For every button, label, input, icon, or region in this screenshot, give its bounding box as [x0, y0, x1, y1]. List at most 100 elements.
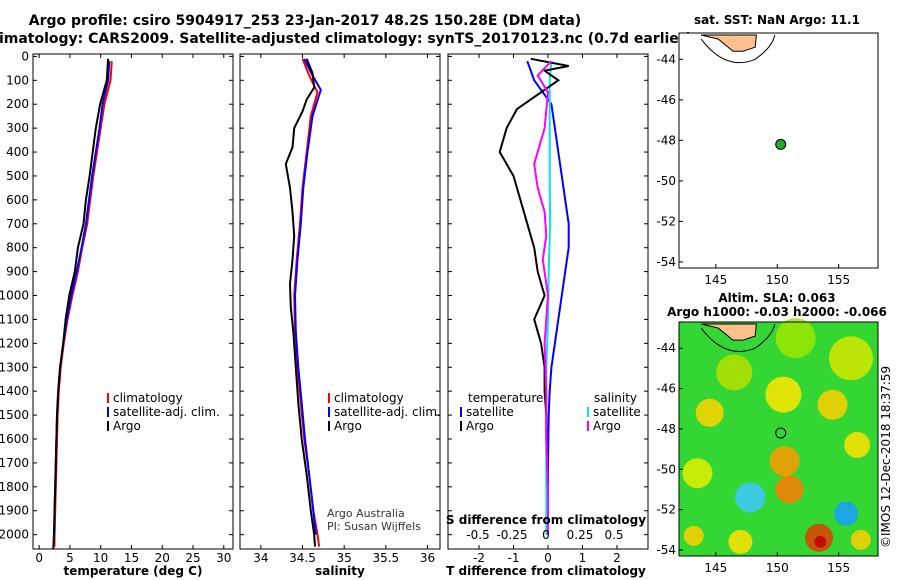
- sla-sla-field: [679, 318, 878, 556]
- temp-legend-label: satellite-adj. clim.: [113, 405, 220, 419]
- credit-line2: PI: Susan Wijffels: [327, 520, 421, 533]
- depth-tick-label: 800: [6, 241, 29, 255]
- sst-ytick-label: -54: [656, 255, 676, 269]
- sal-xtick-label: 36: [420, 551, 435, 565]
- diff-xtick2-label: 0.25: [567, 528, 594, 542]
- diff-xtick2-label: -0.25: [496, 528, 527, 542]
- sst-frame: [678, 32, 879, 269]
- diff-legend-temp-title: temperature: [468, 391, 543, 405]
- temp-xtick-label: 5: [66, 551, 74, 565]
- sst-ytick-label: -44: [656, 52, 676, 66]
- sst-xtick-label: 150: [766, 273, 789, 287]
- depth-tick-label: 1800: [0, 480, 29, 494]
- sla-ytick-label: -48: [656, 422, 676, 436]
- depth-tick-label: 1300: [0, 360, 29, 374]
- sla-anomaly-blob: [769, 446, 800, 477]
- sst-map-title: sat. SST: NaN Argo: 11.1: [694, 13, 860, 27]
- sla-anomaly-blob: [683, 525, 704, 546]
- sla-ytick-label: -52: [656, 503, 676, 517]
- sla-xtick-label: 145: [704, 561, 727, 575]
- temp-series-2: [52, 58, 110, 550]
- sst-tasmania-land: [700, 34, 757, 52]
- sst-float-marker: [775, 138, 787, 150]
- sla-ytick-label: -54: [656, 543, 676, 557]
- sst-background: [679, 33, 878, 268]
- sla-ytick-label: -46: [656, 382, 676, 396]
- depth-tick-label: 1900: [0, 504, 29, 518]
- sla-xtick-label: 155: [827, 561, 850, 575]
- sal-xtick-label: 34: [253, 551, 268, 565]
- diff-xtick2-label: -0.5: [466, 528, 489, 542]
- sst-xtick-label: 155: [827, 273, 850, 287]
- sla-anomaly-blob: [735, 482, 766, 513]
- sal-axes-frame: [239, 53, 441, 550]
- sla-anomaly-blob: [850, 529, 871, 550]
- temperature-xlabel: temperature (deg C): [64, 564, 203, 578]
- diff-legend-label: Argo: [593, 419, 621, 433]
- temp-xtick-label: 30: [216, 551, 231, 565]
- depth-tick-label: 0: [21, 49, 29, 63]
- sst-ytick-label: -48: [656, 133, 676, 147]
- temperature-panel: 0100200300400500600700800900100011001200…: [0, 49, 234, 578]
- depth-tick-label: 500: [6, 169, 29, 183]
- depth-tick-label: 1700: [0, 456, 29, 470]
- depth-tick-label: 1400: [0, 384, 29, 398]
- diff-xtick-label: -2: [473, 551, 485, 565]
- difference-panel: -2 -1 0 1 2T difference from climatology S di…: [446, 53, 649, 578]
- sla-anomaly-blob: [834, 501, 859, 526]
- salinity-difference-xlabel: S difference from climatology: [446, 513, 646, 527]
- figure-title-line2: Climatology: CARS2009. Satellite-adjuste…: [0, 31, 692, 47]
- depth-tick-label: 1000: [0, 289, 29, 303]
- diff-series-0: [526, 60, 570, 535]
- depth-tick-label: 700: [6, 217, 29, 231]
- sla-isobath: [700, 323, 776, 352]
- sla-anomaly-blob: [814, 535, 827, 548]
- sal-legend-label: Argo: [334, 419, 362, 433]
- sal-xtick-label: 35.5: [372, 551, 399, 565]
- sst-ytick-label: -52: [656, 214, 676, 228]
- sst-xtick-label: 145: [704, 273, 727, 287]
- sla-anomaly-blob: [828, 336, 873, 381]
- depth-tick-label: 300: [6, 121, 29, 135]
- diff-legend-label: Argo: [466, 419, 494, 433]
- diff-xtick2-label: 0.5: [604, 528, 623, 542]
- depth-tick-label: 600: [6, 193, 29, 207]
- sla-anomaly-blob: [775, 318, 816, 359]
- sal-legend-label: satellite-adj. clim.: [334, 405, 441, 419]
- temp-xtick-label: 0: [35, 551, 43, 565]
- sla-map-panel: 145 150 155 -44 -46 -48 -50 -52 -54: [656, 318, 879, 575]
- depth-tick-label: 1200: [0, 336, 29, 350]
- temp-xtick-label: 15: [124, 551, 139, 565]
- sal-xtick-label: 34.5: [289, 551, 316, 565]
- temp-legend-label: Argo: [113, 419, 141, 433]
- diff-xtick-label: -1: [508, 551, 520, 565]
- sla-xtick-label: 150: [766, 561, 789, 575]
- depth-tick-label: 1600: [0, 432, 29, 446]
- sla-anomaly-blob: [817, 389, 848, 420]
- sla-anomaly-blob: [844, 432, 871, 459]
- sla-anomaly-blob: [775, 475, 804, 504]
- sla-anomaly-blob: [765, 376, 802, 413]
- sst-map-panel: 145 150 155 -44 -46 -48 -50 -52 -54: [656, 32, 879, 287]
- diff-legend-sal-title: salinity: [594, 391, 637, 405]
- diff-series-3: [533, 60, 553, 535]
- diff-legend-label: satellite: [466, 405, 514, 419]
- diff-xtick-label: 1: [579, 551, 587, 565]
- temp-axes-frame: [32, 53, 234, 550]
- difference-xlabel: T difference from climatology: [446, 564, 646, 578]
- temp-xtick-label: 10: [93, 551, 108, 565]
- depth-tick-label: 2000: [0, 528, 29, 542]
- sla-ytick-label: -50: [656, 462, 676, 476]
- diff-xtick2-label: 0: [542, 528, 550, 542]
- sla-map-title-line2: Argo h1000: -0.03 h2000: -0.066: [667, 305, 887, 319]
- temp-legend-label: climatology: [113, 391, 183, 405]
- diff-legend-label: satellite: [593, 405, 641, 419]
- sla-map-title-line1: Altim. SLA: 0.063: [718, 291, 835, 305]
- diff-xtick-label: 2: [613, 551, 621, 565]
- sal-series-2: [284, 58, 316, 547]
- sla-anomaly-blob: [682, 458, 713, 489]
- sst-ytick-label: -46: [656, 93, 676, 107]
- imos-credit-stamp: ©IMOS 12-Dec-2018 18:37:59: [879, 366, 893, 548]
- sst-ytick-label: -50: [656, 174, 676, 188]
